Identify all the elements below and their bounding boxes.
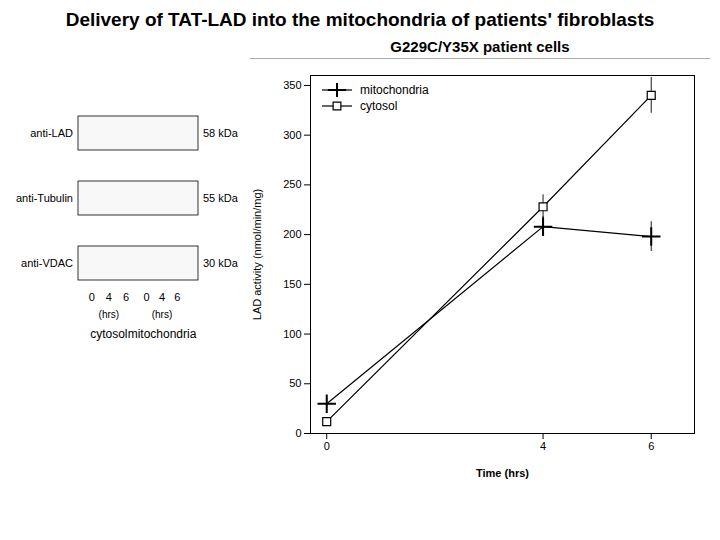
svg-text:(hrs): (hrs) [152,309,173,320]
svg-text:200: 200 [283,228,301,240]
svg-text:anti-Tubulin: anti-Tubulin [16,192,73,204]
svg-text:anti-VDAC: anti-VDAC [21,257,73,269]
html-text:Delivery of TAT-LAD into the m: Delivery of TAT-LAD into the mitochondri… [65,9,655,30]
svg-text:0: 0 [144,291,150,303]
svg-text:100: 100 [283,327,301,339]
svg-text:250: 250 [283,178,301,190]
svg-text:4: 4 [540,440,546,452]
html-text:cytosol: cytosol [360,98,398,113]
svg-text:Time (hrs): Time (hrs) [476,466,529,478]
svg-text:(hrs): (hrs) [99,309,120,320]
svg-text:0: 0 [295,427,301,439]
svg-text:4: 4 [106,291,112,303]
svg-text:4: 4 [159,291,165,303]
svg-text:350: 350 [283,79,301,91]
svg-text:50: 50 [289,377,301,389]
html-text:mitochondria: mitochondria [360,82,429,97]
svg-text:300: 300 [283,128,301,140]
html-text:G229C/Y35X patient cells: G229C/Y35X patient cells [390,37,570,55]
svg-text:30 kDa: 30 kDa [203,257,239,269]
svg-text:cytosol: cytosol [90,327,127,341]
svg-text:6: 6 [648,440,654,452]
svg-text:anti-LAD: anti-LAD [30,127,73,139]
svg-text:0: 0 [324,440,330,452]
svg-text:LAD activity (nmol/min/mg): LAD activity (nmol/min/mg) [251,189,263,320]
svg-text:150: 150 [283,278,301,290]
svg-text:6: 6 [123,291,129,303]
svg-text:58 kDa: 58 kDa [203,127,239,139]
svg-text:55 kDa: 55 kDa [203,192,239,204]
svg-text:mitochondria: mitochondria [128,327,197,341]
svg-text:6: 6 [174,291,180,303]
svg-text:0: 0 [89,291,95,303]
